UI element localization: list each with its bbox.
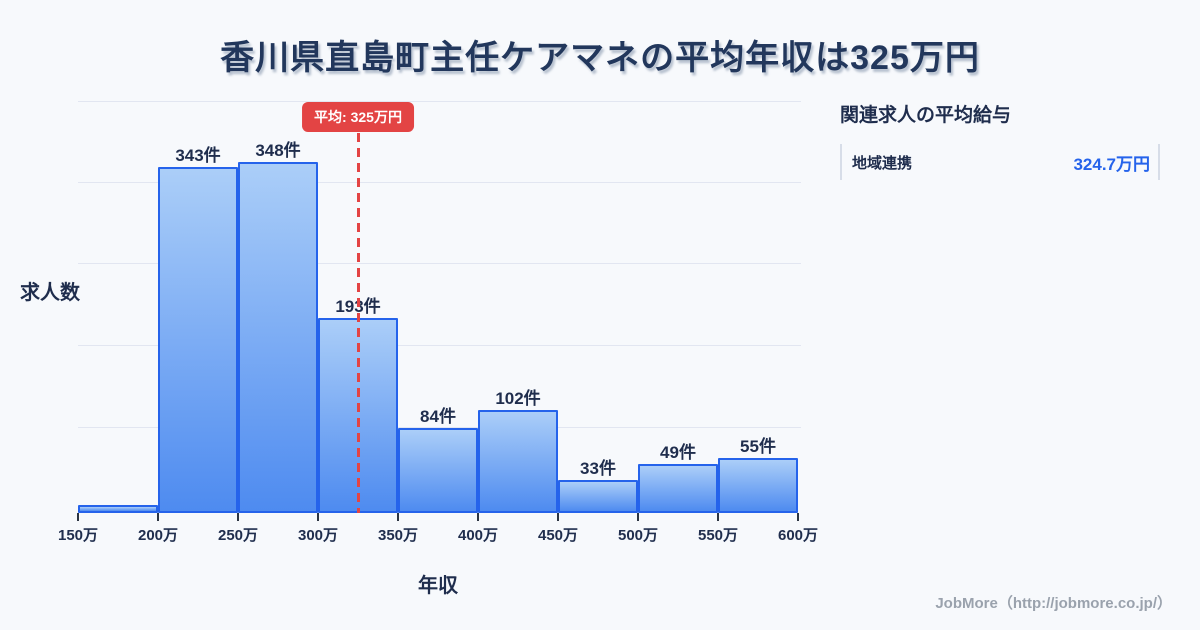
x-axis-label: 年収	[418, 575, 458, 597]
histogram-bar	[478, 410, 558, 513]
bar-value-label: 84件	[420, 407, 456, 426]
x-tick-label: 550万	[697, 527, 739, 544]
x-axis-tick	[557, 513, 559, 521]
x-tick-label: 300万	[297, 527, 339, 544]
gridline	[78, 101, 801, 102]
x-axis-tick	[637, 513, 639, 521]
bar-value-label: 33件	[580, 459, 616, 478]
histogram-bar	[558, 480, 638, 513]
x-axis-tick	[317, 513, 319, 521]
footer-credit: JobMore（http://jobmore.co.jp/）	[935, 595, 1172, 612]
y-axis-label: 求人数	[20, 282, 80, 304]
average-line	[356, 133, 360, 513]
histogram-bar	[638, 464, 718, 513]
x-tick-label: 500万	[617, 527, 659, 544]
x-tick-label: 450万	[537, 527, 579, 544]
side-row-label: 地域連携	[852, 154, 913, 172]
x-axis-tick	[717, 513, 719, 521]
x-tick-label: 200万	[137, 527, 179, 544]
gridline	[78, 345, 801, 346]
x-axis-tick	[797, 513, 799, 521]
histogram-bar	[78, 505, 158, 513]
x-tick-label: 600万	[777, 527, 819, 544]
x-axis-tick	[237, 513, 239, 521]
x-tick-label: 150万	[57, 527, 99, 544]
side-panel-row: 地域連携 324.7万円	[840, 144, 1160, 180]
x-tick-label: 250万	[217, 527, 259, 544]
average-badge: 平均: 325万円	[302, 102, 414, 132]
histogram-bar	[158, 167, 238, 513]
x-axis-tick	[157, 513, 159, 521]
histogram-bar	[238, 162, 318, 513]
x-axis-tick	[77, 513, 79, 521]
gridline	[78, 263, 801, 264]
side-panel-heading: 関連求人の平均給与	[840, 105, 1012, 126]
gridline	[78, 427, 801, 428]
x-tick-label: 400万	[457, 527, 499, 544]
bar-value-label: 49件	[660, 443, 696, 462]
gridline	[78, 182, 801, 183]
bar-value-label: 102件	[495, 389, 541, 408]
x-axis-tick	[397, 513, 399, 521]
bar-value-label: 343件	[175, 146, 221, 165]
bar-value-label: 55件	[740, 437, 776, 456]
x-tick-label: 350万	[377, 527, 419, 544]
page-title: 香川県直島町主任ケアマネの平均年収は325万円	[220, 39, 980, 77]
histogram-bar	[718, 458, 798, 513]
bar-value-label: 348件	[255, 141, 301, 160]
side-row-value: 324.7万円	[1073, 154, 1150, 174]
histogram-bar	[398, 428, 478, 513]
x-axis-tick	[477, 513, 479, 521]
